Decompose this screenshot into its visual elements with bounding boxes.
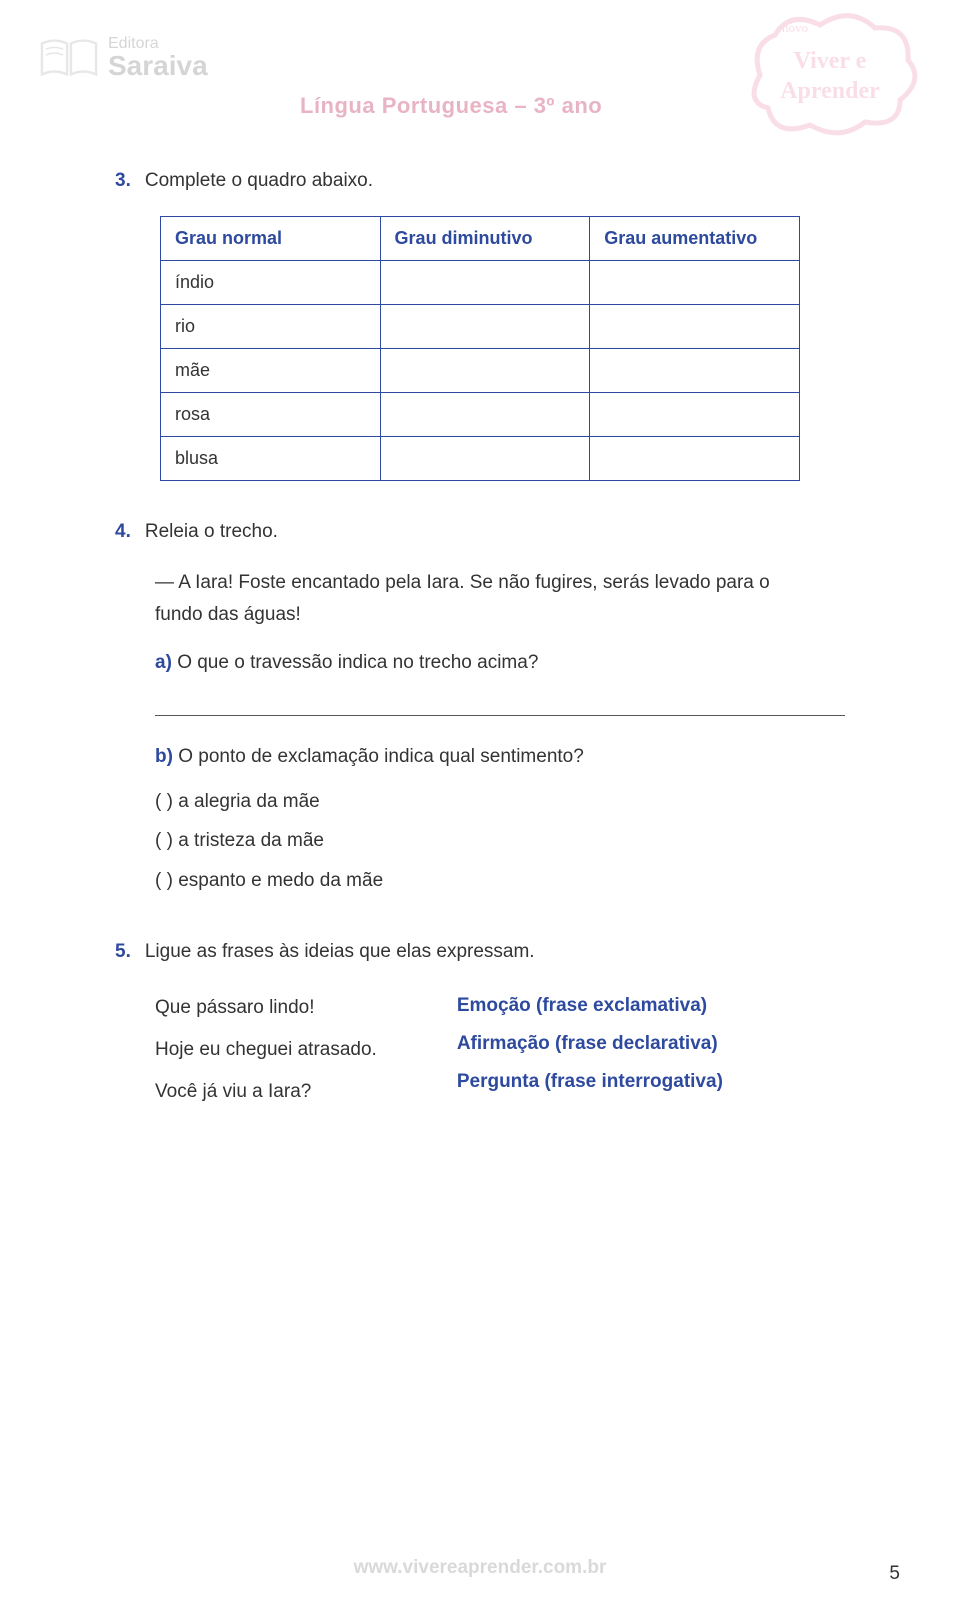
- match-left-item[interactable]: Que pássaro lindo!: [155, 987, 377, 1029]
- q4a-text: O que o travessão indica no trecho acima…: [177, 652, 538, 673]
- match-right-item[interactable]: Emoção (frase exclamativa): [457, 987, 723, 1025]
- q4b-letter: b): [155, 746, 173, 767]
- th-normal: Grau normal: [161, 217, 381, 261]
- cell-normal: mãe: [161, 349, 381, 393]
- question-5: 5. Ligue as frases às ideias que elas ex…: [115, 941, 845, 1112]
- q4a-letter: a): [155, 652, 172, 673]
- brand-text-bottom: Aprender: [780, 78, 880, 104]
- cell-diminutivo[interactable]: [380, 349, 590, 393]
- publisher-name-text: Saraiva: [108, 52, 208, 80]
- quote-line: — A Iara! Foste encantado pela Iara. Se …: [155, 567, 845, 599]
- q4b: b) O ponto de exclamação indica qual sen…: [155, 746, 845, 768]
- question-4: 4. Releia o trecho. — A Iara! Foste enca…: [115, 521, 845, 901]
- cell-normal: rosa: [161, 393, 381, 437]
- option-item[interactable]: ( ) a alegria da mãe: [155, 782, 845, 822]
- cell-aumentativo[interactable]: [590, 393, 800, 437]
- table-row: mãe: [161, 349, 800, 393]
- cell-normal: índio: [161, 261, 381, 305]
- option-item[interactable]: ( ) espanto e medo da mãe: [155, 861, 845, 901]
- match-left-item[interactable]: Você já viu a Iara?: [155, 1071, 377, 1113]
- publisher-logo: Editora Saraiva: [40, 35, 208, 80]
- cell-diminutivo[interactable]: [380, 261, 590, 305]
- cell-aumentativo[interactable]: [590, 305, 800, 349]
- q3-prompt: Complete o quadro abaixo.: [145, 170, 373, 192]
- match-left-item[interactable]: Hoje eu cheguei atrasado.: [155, 1029, 377, 1071]
- q4b-text: O ponto de exclamação indica qual sentim…: [178, 746, 584, 767]
- cell-diminutivo[interactable]: [380, 437, 590, 481]
- q5-match: Que pássaro lindo! Hoje eu cheguei atras…: [155, 987, 845, 1112]
- q4a: a) O que o travessão indica no trecho ac…: [155, 652, 845, 674]
- q4-number: 4.: [115, 521, 131, 543]
- cell-aumentativo[interactable]: [590, 437, 800, 481]
- brand-text-top: Viver e: [794, 48, 867, 74]
- th-diminutivo: Grau diminutivo: [380, 217, 590, 261]
- page-number: 5: [889, 1563, 900, 1585]
- match-left-col: Que pássaro lindo! Hoje eu cheguei atras…: [155, 987, 377, 1112]
- question-3: 3. Complete o quadro abaixo. Grau normal…: [115, 170, 845, 481]
- table-row: índio: [161, 261, 800, 305]
- q3-number: 3.: [115, 170, 131, 192]
- table-header-row: Grau normal Grau diminutivo Grau aumenta…: [161, 217, 800, 261]
- brand-badge: Viver e Aprender novo: [740, 10, 920, 140]
- brand-novo: novo: [782, 20, 808, 35]
- subject-title: Língua Portuguesa – 3º ano: [300, 93, 602, 119]
- option-item[interactable]: ( ) a tristeza da mãe: [155, 821, 845, 861]
- cell-aumentativo[interactable]: [590, 261, 800, 305]
- th-aumentativo: Grau aumentativo: [590, 217, 800, 261]
- answer-line[interactable]: [155, 684, 845, 716]
- cell-diminutivo[interactable]: [380, 305, 590, 349]
- q5-prompt: Ligue as frases às ideias que elas expre…: [145, 941, 535, 963]
- table-row: blusa: [161, 437, 800, 481]
- page-content: 3. Complete o quadro abaixo. Grau normal…: [0, 150, 960, 1113]
- quote-line: fundo das águas!: [155, 599, 845, 631]
- q5-number: 5.: [115, 941, 131, 963]
- cell-normal: rio: [161, 305, 381, 349]
- match-right-item[interactable]: Pergunta (frase interrogativa): [457, 1063, 723, 1101]
- footer-url: www.vivereaprender.com.br: [0, 1557, 960, 1579]
- table-row: rio: [161, 305, 800, 349]
- cell-normal: blusa: [161, 437, 381, 481]
- q4b-options: ( ) a alegria da mãe ( ) a tristeza da m…: [155, 782, 845, 902]
- cell-aumentativo[interactable]: [590, 349, 800, 393]
- page-header: Editora Saraiva Língua Portuguesa – 3º a…: [0, 0, 960, 150]
- q3-table: Grau normal Grau diminutivo Grau aumenta…: [160, 216, 800, 481]
- q4-prompt: Releia o trecho.: [145, 521, 278, 543]
- table-row: rosa: [161, 393, 800, 437]
- book-icon: [40, 35, 98, 80]
- cell-diminutivo[interactable]: [380, 393, 590, 437]
- q4-quote: — A Iara! Foste encantado pela Iara. Se …: [155, 567, 845, 632]
- match-right-col: Emoção (frase exclamativa) Afirmação (fr…: [457, 987, 723, 1112]
- match-right-item[interactable]: Afirmação (frase declarativa): [457, 1025, 723, 1063]
